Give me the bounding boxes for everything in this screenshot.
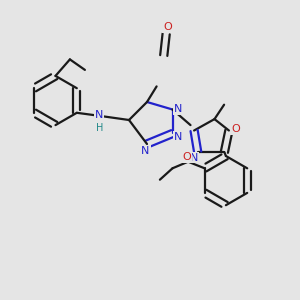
Text: O: O bbox=[182, 152, 191, 162]
Text: O: O bbox=[163, 22, 172, 32]
Text: N: N bbox=[190, 152, 198, 163]
Text: N: N bbox=[174, 132, 183, 142]
Text: H: H bbox=[96, 123, 103, 133]
Text: N: N bbox=[95, 110, 103, 120]
Text: N: N bbox=[174, 104, 183, 115]
Text: N: N bbox=[141, 146, 150, 156]
Text: O: O bbox=[231, 124, 240, 134]
